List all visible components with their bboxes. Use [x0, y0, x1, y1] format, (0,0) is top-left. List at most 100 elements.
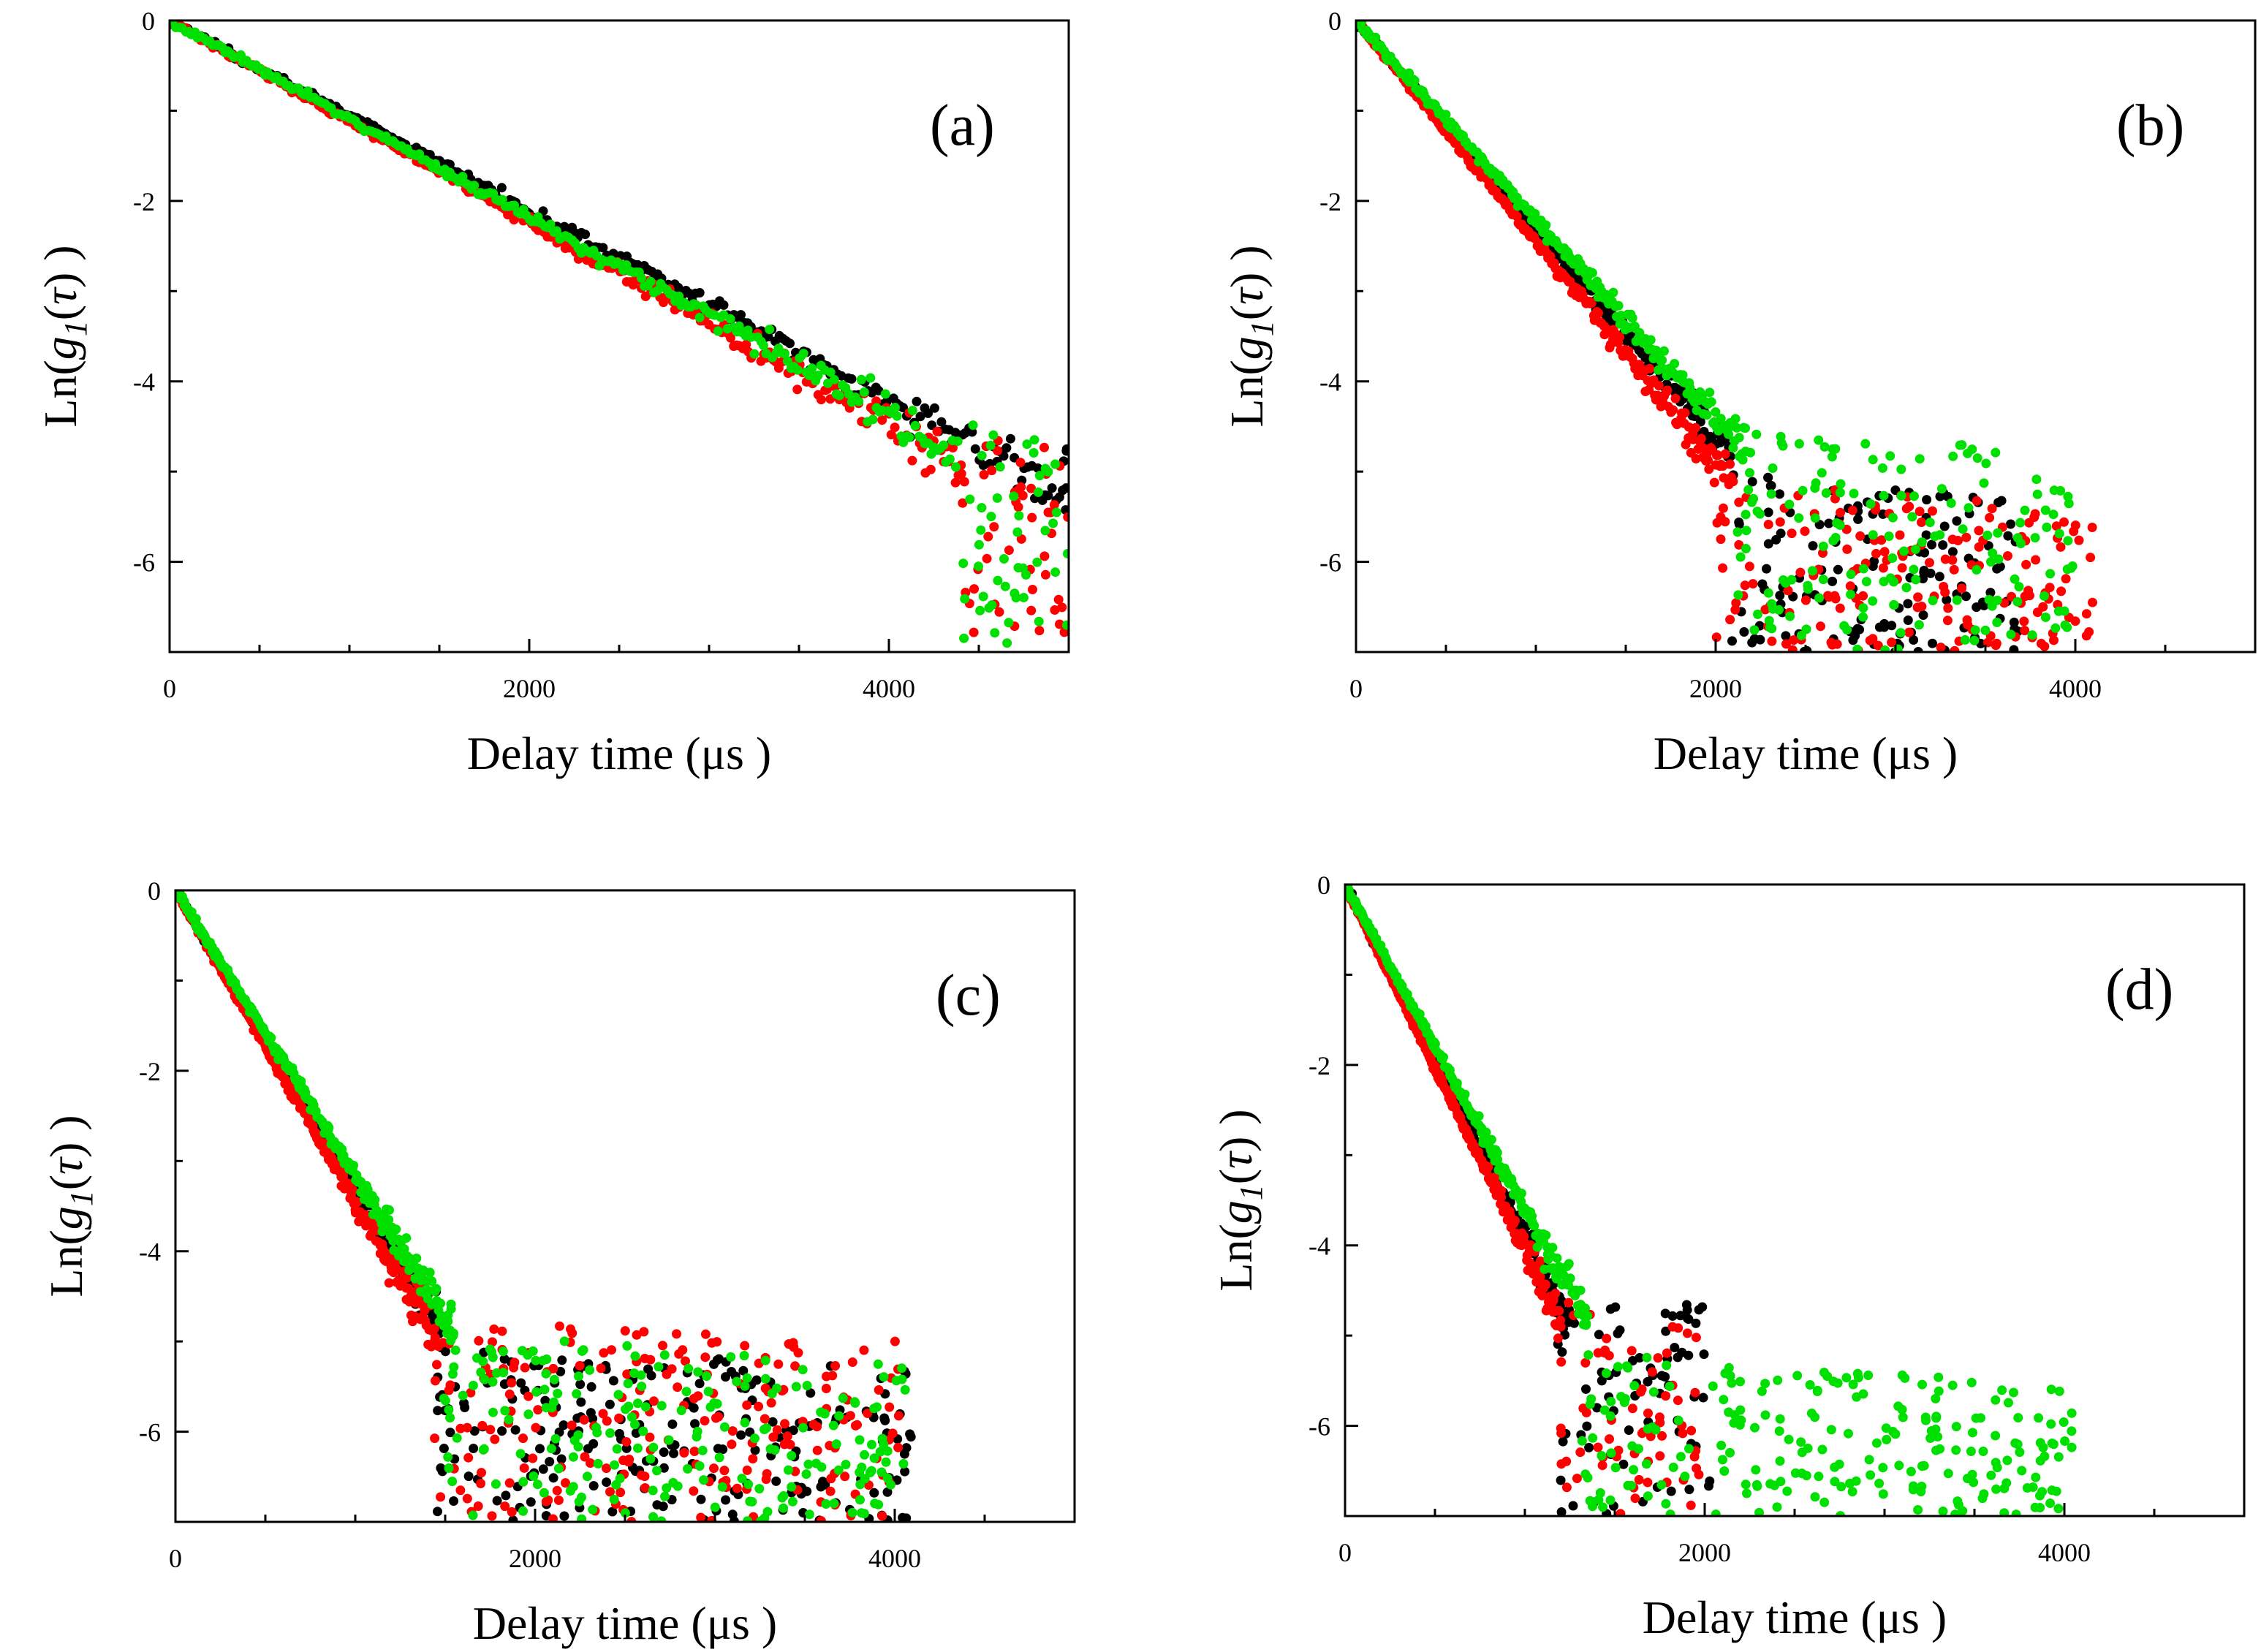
data-point-green [476, 1367, 486, 1377]
data-point-green [856, 374, 866, 384]
data-point-red [863, 1409, 873, 1418]
data-point-green [1011, 593, 1021, 603]
data-point-red [696, 1512, 706, 1522]
data-point-black [1556, 1475, 1566, 1485]
data-point-red [742, 1400, 752, 1410]
data-point-green [1853, 1373, 1863, 1383]
data-point-black [690, 1419, 700, 1429]
data-point-green [683, 1363, 694, 1373]
data-point-red [1026, 605, 1037, 615]
data-point-green [855, 1435, 865, 1445]
y-axis-label: Ln(g1(τ) ) [1221, 245, 1280, 427]
data-point-green [1900, 1373, 1910, 1383]
data-point-black [1781, 631, 1791, 641]
data-point-red [893, 1411, 904, 1421]
data-point-green [1623, 1480, 1633, 1490]
data-point-red [462, 1422, 472, 1433]
data-point-red [626, 1517, 637, 1522]
data-point-red [1731, 598, 1741, 608]
data-point-green [2046, 1384, 2056, 1395]
data-point-green [743, 1479, 754, 1490]
data-point-green [692, 1432, 702, 1441]
data-point-green [2062, 564, 2072, 575]
data-point-green [2010, 574, 2020, 584]
data-point-green [1934, 1386, 1944, 1396]
data-point-red [773, 1359, 784, 1369]
data-point-red [504, 1389, 515, 1399]
data-point-green [1686, 387, 1696, 397]
data-point-red [497, 1326, 507, 1336]
data-point-green [469, 181, 480, 191]
data-point-green [807, 363, 817, 374]
panel-label: (c) [936, 963, 1001, 1028]
data-point-red [1645, 363, 1655, 374]
data-point-green [869, 1453, 879, 1463]
data-point-red [785, 1439, 795, 1450]
data-point-green [1474, 1111, 1484, 1121]
data-point-black [433, 1507, 442, 1517]
data-point-black [557, 1355, 567, 1365]
x-axis-label: Delay time (μs ) [1654, 727, 1958, 779]
data-point-black [1776, 528, 1786, 539]
data-point-red [553, 1495, 564, 1505]
data-point-green [760, 1355, 770, 1365]
data-point-red [1763, 520, 1773, 529]
data-point-black [658, 1501, 668, 1512]
data-point-black [1666, 1486, 1676, 1496]
data-point-green [385, 1205, 394, 1215]
data-point-black [1947, 547, 1958, 557]
data-point-green [1580, 1469, 1591, 1479]
data-point-red [504, 1478, 515, 1488]
data-point-green [577, 1514, 587, 1522]
data-point-red [518, 1433, 528, 1444]
data-point-green [1866, 499, 1876, 509]
data-point-red [768, 1432, 779, 1442]
data-point-black [1913, 647, 1923, 652]
data-point-red [1985, 512, 1995, 523]
data-point-black [1734, 518, 1744, 527]
data-point-green [1733, 590, 1743, 600]
data-point-green [458, 1390, 468, 1401]
data-point-black [1682, 1305, 1692, 1315]
data-point-black [1624, 1425, 1634, 1435]
data-point-green [2060, 1436, 2070, 1446]
data-point-green [985, 440, 996, 450]
data-point-green [2014, 582, 2024, 592]
data-point-green [1029, 448, 1039, 458]
data-point-black [659, 1463, 669, 1473]
data-point-green [542, 1354, 552, 1364]
data-point-green [1917, 537, 1927, 547]
data-point-green [1928, 596, 1938, 605]
data-point-green [1877, 463, 1887, 473]
data-point-red [1615, 332, 1625, 342]
data-point-red [1760, 605, 1770, 615]
data-point-red [993, 446, 1003, 456]
data-point-black [556, 1366, 566, 1376]
data-point-red [1561, 1482, 1572, 1493]
data-point-red [531, 1422, 541, 1433]
data-point-black [614, 1428, 624, 1439]
data-point-green [782, 356, 792, 366]
data-point-green [787, 1450, 797, 1460]
data-point-green [1742, 1488, 1751, 1498]
data-point-green [881, 1457, 891, 1467]
data-point-black [1922, 495, 1932, 505]
data-point-red [575, 1360, 585, 1371]
data-point-green [605, 1428, 616, 1438]
data-point-red [1873, 640, 1883, 651]
data-point-green [834, 1411, 844, 1421]
data-point-black [806, 1388, 816, 1398]
data-point-red [1654, 381, 1664, 391]
data-point-green [1552, 1253, 1562, 1263]
data-point-black [1938, 540, 1948, 550]
data-point-green [1629, 1465, 1639, 1475]
data-point-green [1916, 1487, 1926, 1496]
data-point-green [518, 1346, 527, 1356]
data-point-green [458, 172, 468, 181]
data-point-red [1835, 603, 1845, 613]
x-tick-label: 0 [163, 674, 176, 703]
data-point-green [1760, 1410, 1770, 1420]
data-point-green [1982, 530, 1993, 540]
data-point-red [1787, 645, 1798, 652]
data-point-green [1772, 1502, 1782, 1512]
